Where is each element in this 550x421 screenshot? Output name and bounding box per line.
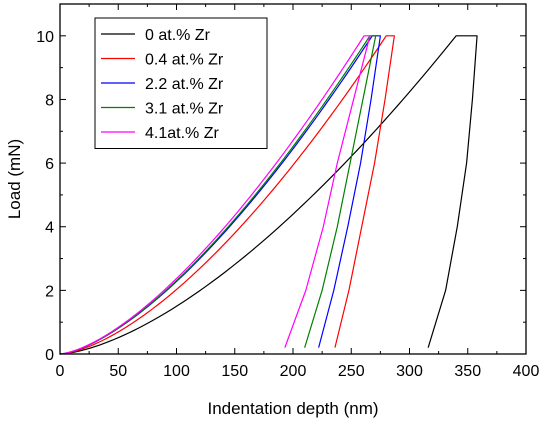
axis-ticks (59, 4, 527, 355)
tick-labels: 0 50 100 150 200 250 300 350 400 0 2 4 6 8 10 (36, 29, 539, 380)
y-tick-label: 6 (45, 156, 54, 173)
x-tick-label: 150 (221, 363, 248, 380)
legend-label-1: 0.4 at.% Zr (145, 52, 224, 69)
y-tick-label: 10 (36, 29, 54, 46)
x-tick-label: 0 (56, 363, 65, 380)
series-line-0 (59, 35, 478, 355)
x-tick-label: 350 (454, 363, 481, 380)
plot-frame (59, 3, 527, 355)
legend-label-3: 3.1 at.% Zr (145, 101, 224, 118)
y-tick-label: 2 (45, 283, 54, 300)
y-tick-label: 4 (45, 220, 54, 237)
legend-label-2: 2.2 at.% Zr (145, 76, 224, 93)
x-tick-label: 50 (109, 363, 127, 380)
x-tick-label: 100 (163, 363, 190, 380)
legend-label-4: 4.1at.% Zr (145, 125, 219, 142)
series-line-3 (59, 35, 377, 355)
x-tick-label: 400 (513, 363, 540, 380)
y-axis-title: Load (mN) (5, 139, 24, 219)
series-group (59, 35, 478, 355)
x-tick-label: 300 (396, 363, 423, 380)
y-tick-label: 8 (45, 92, 54, 109)
x-tick-label: 200 (280, 363, 307, 380)
y-tick-label: 0 (45, 347, 54, 364)
legend: 0 at.% Zr 0.4 at.% Zr 2.2 at.% Zr 3.1 at.% … (94, 17, 268, 149)
x-axis-title: Indentation depth (nm) (207, 399, 378, 418)
x-tick-label: 250 (338, 363, 365, 380)
series-line-4 (59, 35, 371, 355)
legend-label-0: 0 at.% Zr (145, 27, 211, 44)
